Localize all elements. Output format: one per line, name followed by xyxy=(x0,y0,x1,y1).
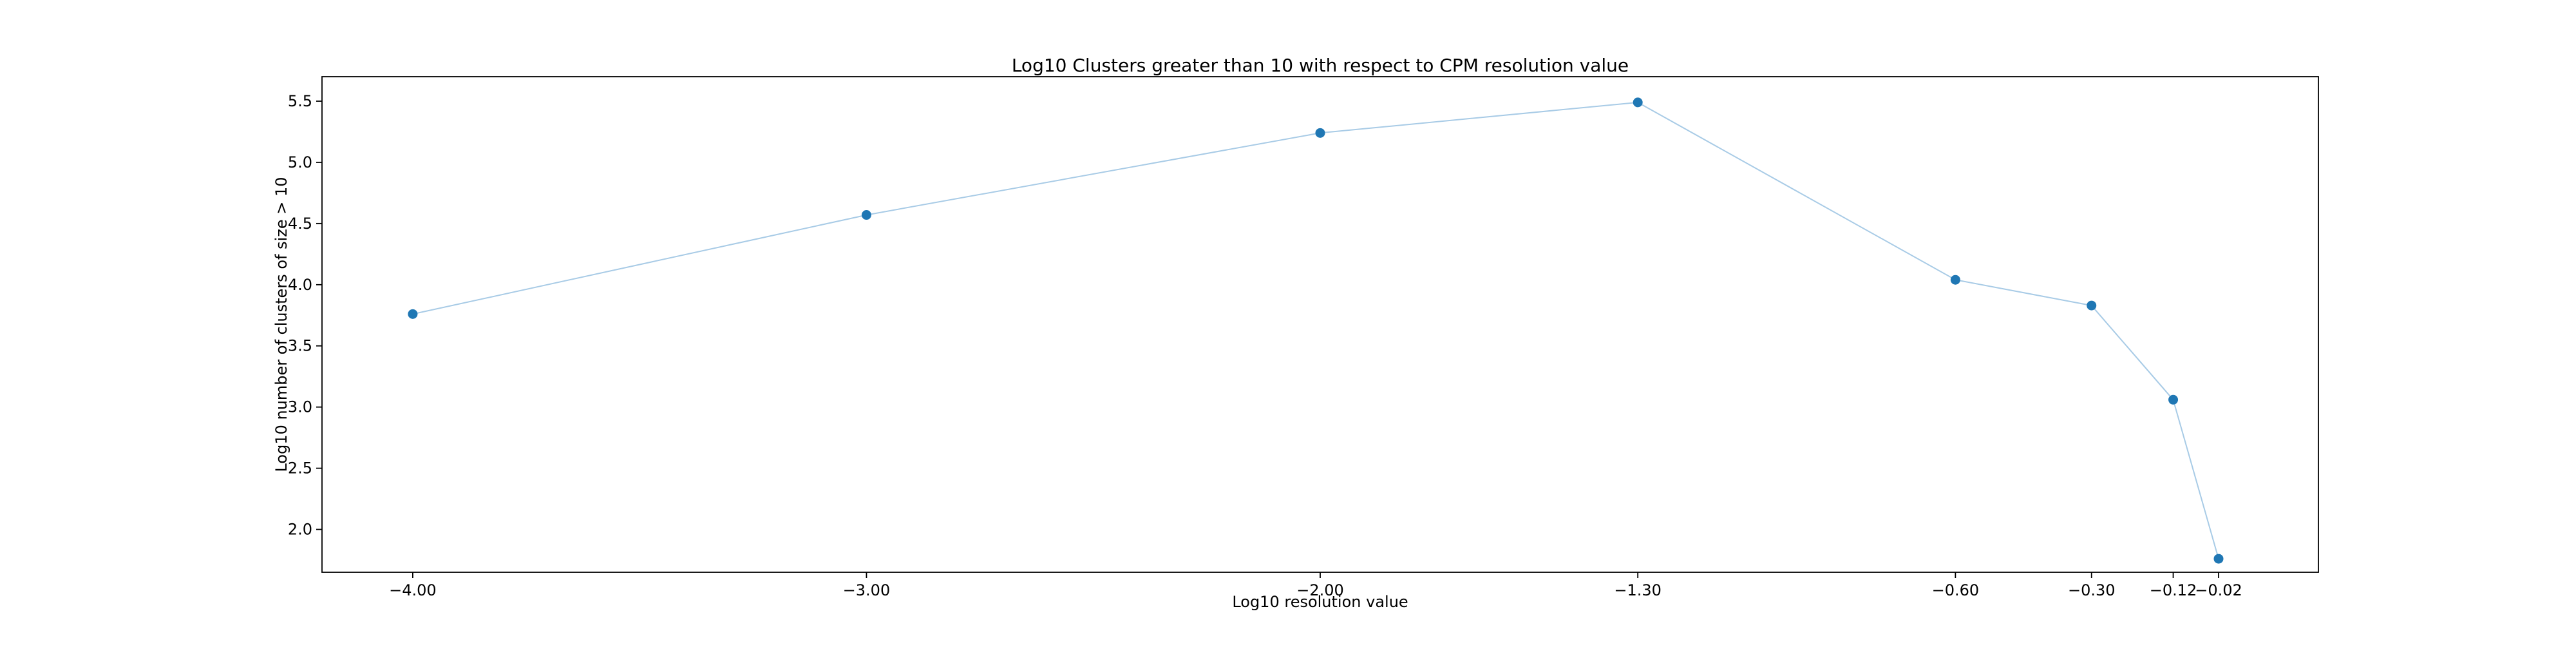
x-tick-label: −0.60 xyxy=(1932,581,1980,599)
x-tick-label: −2.00 xyxy=(1296,581,1344,599)
x-tick-label: −3.00 xyxy=(843,581,891,599)
y-tick-label: 5.5 xyxy=(288,92,312,110)
y-tick-label: 2.5 xyxy=(288,459,312,478)
data-point xyxy=(1950,275,1960,285)
data-point xyxy=(2168,394,2179,405)
y-axis-label: Log10 number of clusters of size > 10 xyxy=(272,177,290,472)
x-axis-label: Log10 resolution value xyxy=(1232,593,1408,611)
y-tick-label: 3.5 xyxy=(288,337,312,355)
plot-frame xyxy=(321,76,2319,573)
chart-title: Log10 Clusters greater than 10 with resp… xyxy=(1012,55,1629,76)
data-point xyxy=(2213,554,2224,564)
y-tick-label: 5.0 xyxy=(288,153,312,171)
y-tick-label: 2.0 xyxy=(288,521,312,539)
x-axis: −4.00 −3.00 −2.00 −1.30 −0.60 −0.30 −0.12−0.02 xyxy=(389,572,2242,599)
x-tick-label: −4.00 xyxy=(389,581,437,599)
x-tick-label: −0.12 xyxy=(2150,581,2197,599)
y-tick-label: 4.5 xyxy=(288,215,312,233)
series-line xyxy=(412,101,2219,559)
x-tick-label: −0.02 xyxy=(2195,581,2242,599)
data-point xyxy=(1633,97,1643,108)
plot-area xyxy=(408,97,2224,564)
data-point xyxy=(861,210,871,220)
x-tick-label: −0.30 xyxy=(2068,581,2116,599)
data-point xyxy=(2087,300,2097,311)
y-tick-label: 3.0 xyxy=(288,398,312,416)
x-tick-label: −1.30 xyxy=(1614,581,1662,599)
y-axis: 2.0 2.5 3.0 3.5 4.0 4.5 5.0 5.5 xyxy=(288,92,322,539)
y-tick-label: 4.0 xyxy=(288,276,312,294)
data-point xyxy=(408,309,418,319)
data-point xyxy=(1315,128,1325,138)
